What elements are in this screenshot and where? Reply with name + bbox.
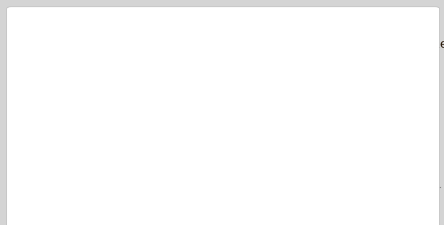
Text: Question 5: Question 5 [14,17,103,31]
Text: $\log_{10}(3) - \dfrac{1}{\log_3(100)} = \dfrac{a}{2\log_3(10)}$: $\log_{10}(3) - \dfrac{1}{\log_3(100)} =… [14,63,288,103]
Text: Answer:: Answer: [14,168,69,181]
Bar [72,169,222,187]
Text: Type a number in the box below.: Type a number in the box below. [14,145,232,158]
Text: What must $a$ be equal to such that the following equation is true?: What must $a$ be equal to such that the … [14,36,444,53]
